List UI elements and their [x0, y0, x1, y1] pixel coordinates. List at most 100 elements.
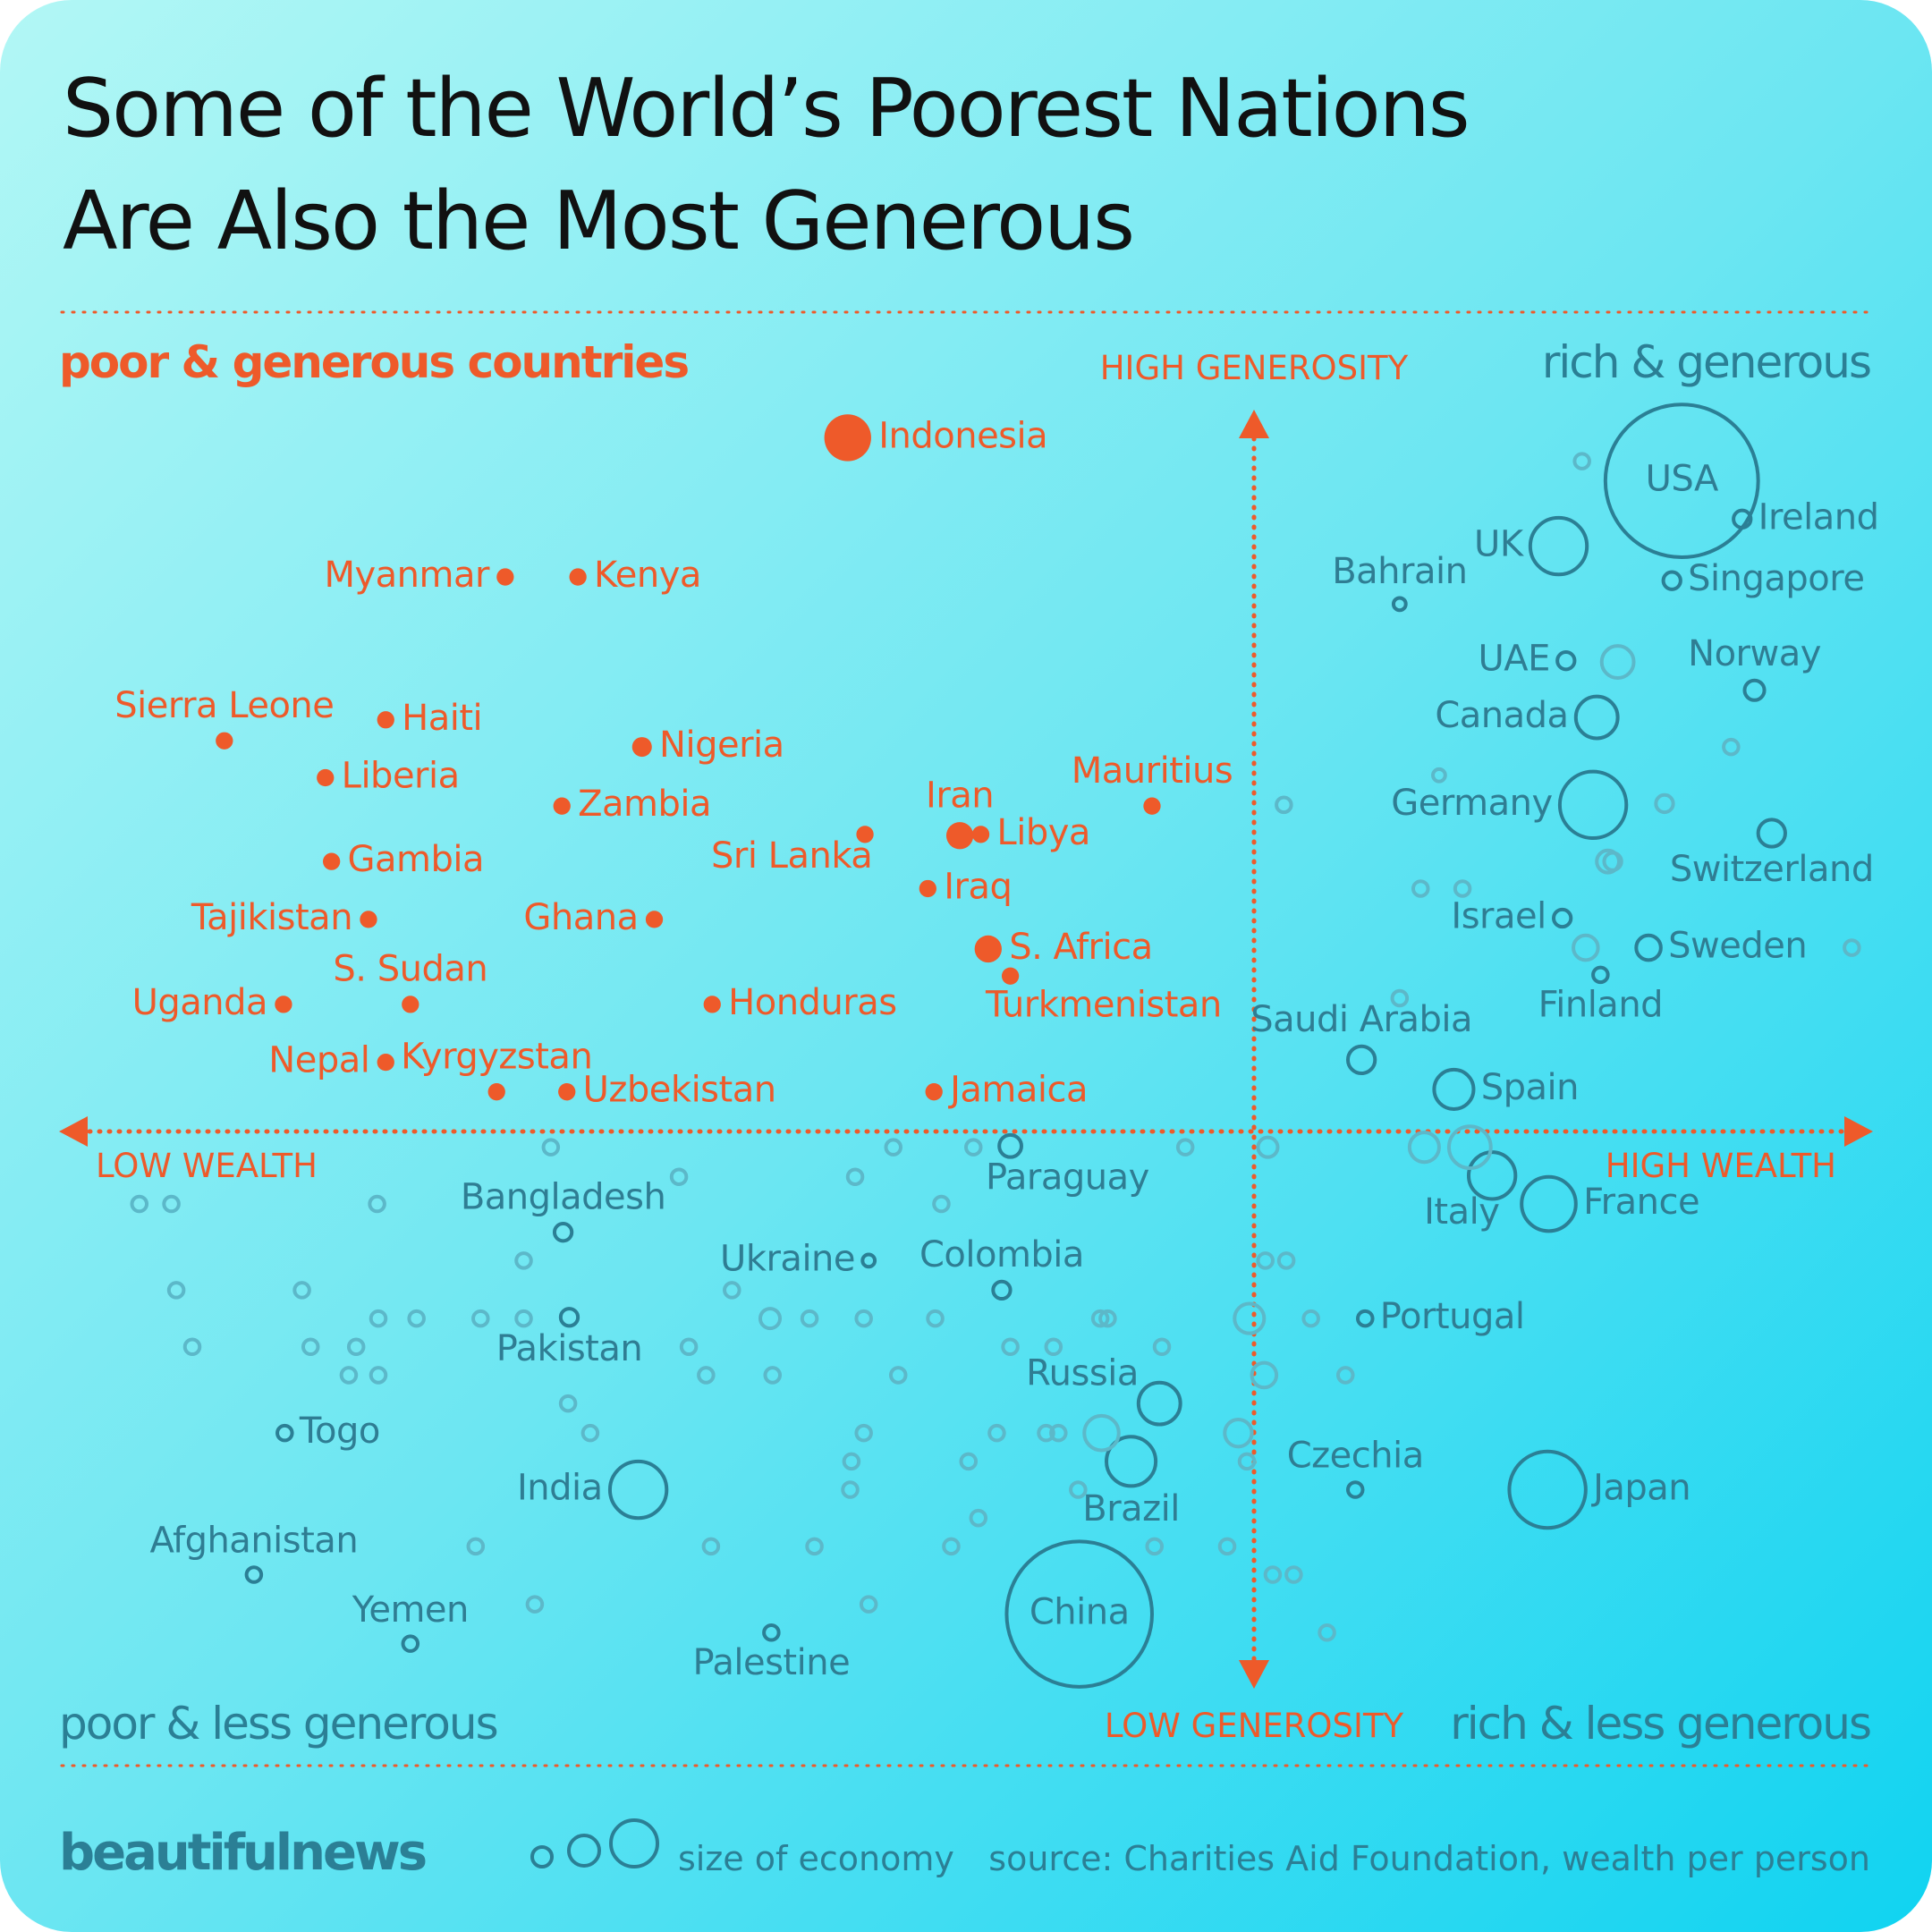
point-label: Israel: [1451, 896, 1546, 937]
point: [369, 1309, 388, 1328]
point: [932, 1194, 951, 1214]
point-label: Palestine: [693, 1642, 851, 1683]
point-label: Pakistan: [496, 1328, 643, 1369]
point-label: Finland: [1538, 985, 1663, 1026]
point: [360, 911, 377, 928]
quadrant-label: poor & less generous: [59, 1698, 497, 1750]
point: [645, 911, 664, 928]
point-label: Nigeria: [659, 724, 784, 766]
point: [1301, 1309, 1320, 1328]
point: [402, 996, 419, 1013]
point: [1037, 1423, 1055, 1443]
point: [701, 1537, 721, 1556]
point: [1453, 879, 1472, 898]
point: [884, 1138, 902, 1157]
point-label: India: [517, 1468, 603, 1509]
point-label: Ireland: [1758, 496, 1879, 538]
point: [859, 1595, 878, 1614]
point-label: Yemen: [352, 1589, 469, 1631]
point: [1263, 1565, 1283, 1584]
point: [1049, 1423, 1068, 1443]
point: [854, 1309, 873, 1328]
point: [800, 1309, 819, 1328]
point: [945, 822, 974, 850]
point: [860, 1252, 877, 1269]
point: [401, 1634, 420, 1653]
size-legend-label: size of economy: [678, 1839, 954, 1878]
point: [162, 1194, 181, 1214]
point: [1136, 1380, 1182, 1427]
point: [346, 1337, 366, 1357]
point: [514, 1309, 533, 1328]
point: [558, 1394, 578, 1413]
point: [919, 879, 936, 898]
point: [552, 1222, 574, 1243]
point: [607, 1459, 669, 1521]
point: [368, 1194, 386, 1214]
point: [216, 732, 233, 750]
point: [969, 1508, 988, 1528]
point: [466, 1537, 486, 1556]
point: [1411, 879, 1430, 898]
point-label: Afghanistan: [150, 1521, 359, 1562]
point: [824, 414, 871, 462]
point: [845, 1167, 865, 1186]
point-label: Iran: [926, 775, 994, 817]
point: [963, 1138, 983, 1157]
point: [558, 1307, 580, 1328]
point: [1432, 1067, 1476, 1111]
arrowhead: [59, 1116, 88, 1147]
point: [301, 1337, 320, 1357]
point-label: S. Sudan: [333, 949, 487, 990]
point-label: Mauritius: [1072, 750, 1233, 792]
point-label: France: [1583, 1182, 1699, 1223]
point: [1276, 1251, 1296, 1270]
point: [856, 826, 874, 843]
point-label: Singapore: [1688, 558, 1864, 599]
point-label: Kyrgyzstan: [401, 1036, 592, 1077]
point-label: Bahrain: [1332, 551, 1467, 592]
point-label: Zambia: [578, 784, 711, 825]
point: [1591, 965, 1610, 985]
point-label: Spain: [1481, 1067, 1579, 1108]
size-legend-circle: [530, 1845, 554, 1868]
point: [1044, 1337, 1063, 1357]
point-label: Sweden: [1668, 926, 1807, 967]
point: [1602, 851, 1623, 872]
point: [1732, 508, 1753, 530]
point-label: Uzbekistan: [583, 1070, 776, 1111]
point-label: China: [1030, 1592, 1130, 1633]
point: [697, 1366, 716, 1385]
point: [926, 1309, 945, 1328]
point: [339, 1366, 359, 1385]
axis-label: HIGH WEALTH: [1606, 1147, 1836, 1185]
point-label: Colombia: [919, 1234, 1084, 1275]
point-label: USA: [1646, 459, 1719, 500]
point: [1145, 1537, 1165, 1556]
point: [1654, 792, 1675, 815]
chart-title: Some of the World’s Poorest Nations: [63, 62, 1469, 156]
points: Indonesia Myanmar Kenya Sierra Leone Haiti Li…: [114, 402, 1879, 1689]
point: [292, 1281, 311, 1300]
point-label: Sierra Leone: [114, 685, 334, 726]
point: [275, 1423, 294, 1443]
point: [1256, 1251, 1275, 1270]
point: [1756, 818, 1787, 849]
point: [1843, 938, 1861, 957]
point: [1335, 1366, 1355, 1385]
point: [669, 1167, 689, 1186]
point-label: Nepal: [268, 1040, 369, 1081]
point: [377, 711, 394, 729]
point: [1595, 848, 1622, 875]
point: [553, 797, 571, 815]
point: [762, 1623, 781, 1642]
source: source: Charities Aid Foundation, wealth…: [988, 1839, 1870, 1878]
point: [631, 737, 652, 758]
point: [971, 826, 990, 843]
point: [1661, 570, 1682, 591]
point-label: Norway: [1688, 633, 1821, 674]
point: [1284, 1565, 1303, 1584]
arrowhead: [1239, 1660, 1269, 1689]
brand: beautifulnews: [59, 1824, 426, 1882]
point: [1573, 694, 1620, 741]
